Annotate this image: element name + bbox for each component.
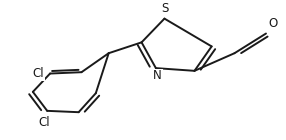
Text: N: N [153, 69, 162, 82]
Text: Cl: Cl [33, 67, 44, 80]
Text: S: S [161, 2, 168, 15]
Text: O: O [269, 17, 278, 30]
Text: Cl: Cl [39, 116, 50, 129]
